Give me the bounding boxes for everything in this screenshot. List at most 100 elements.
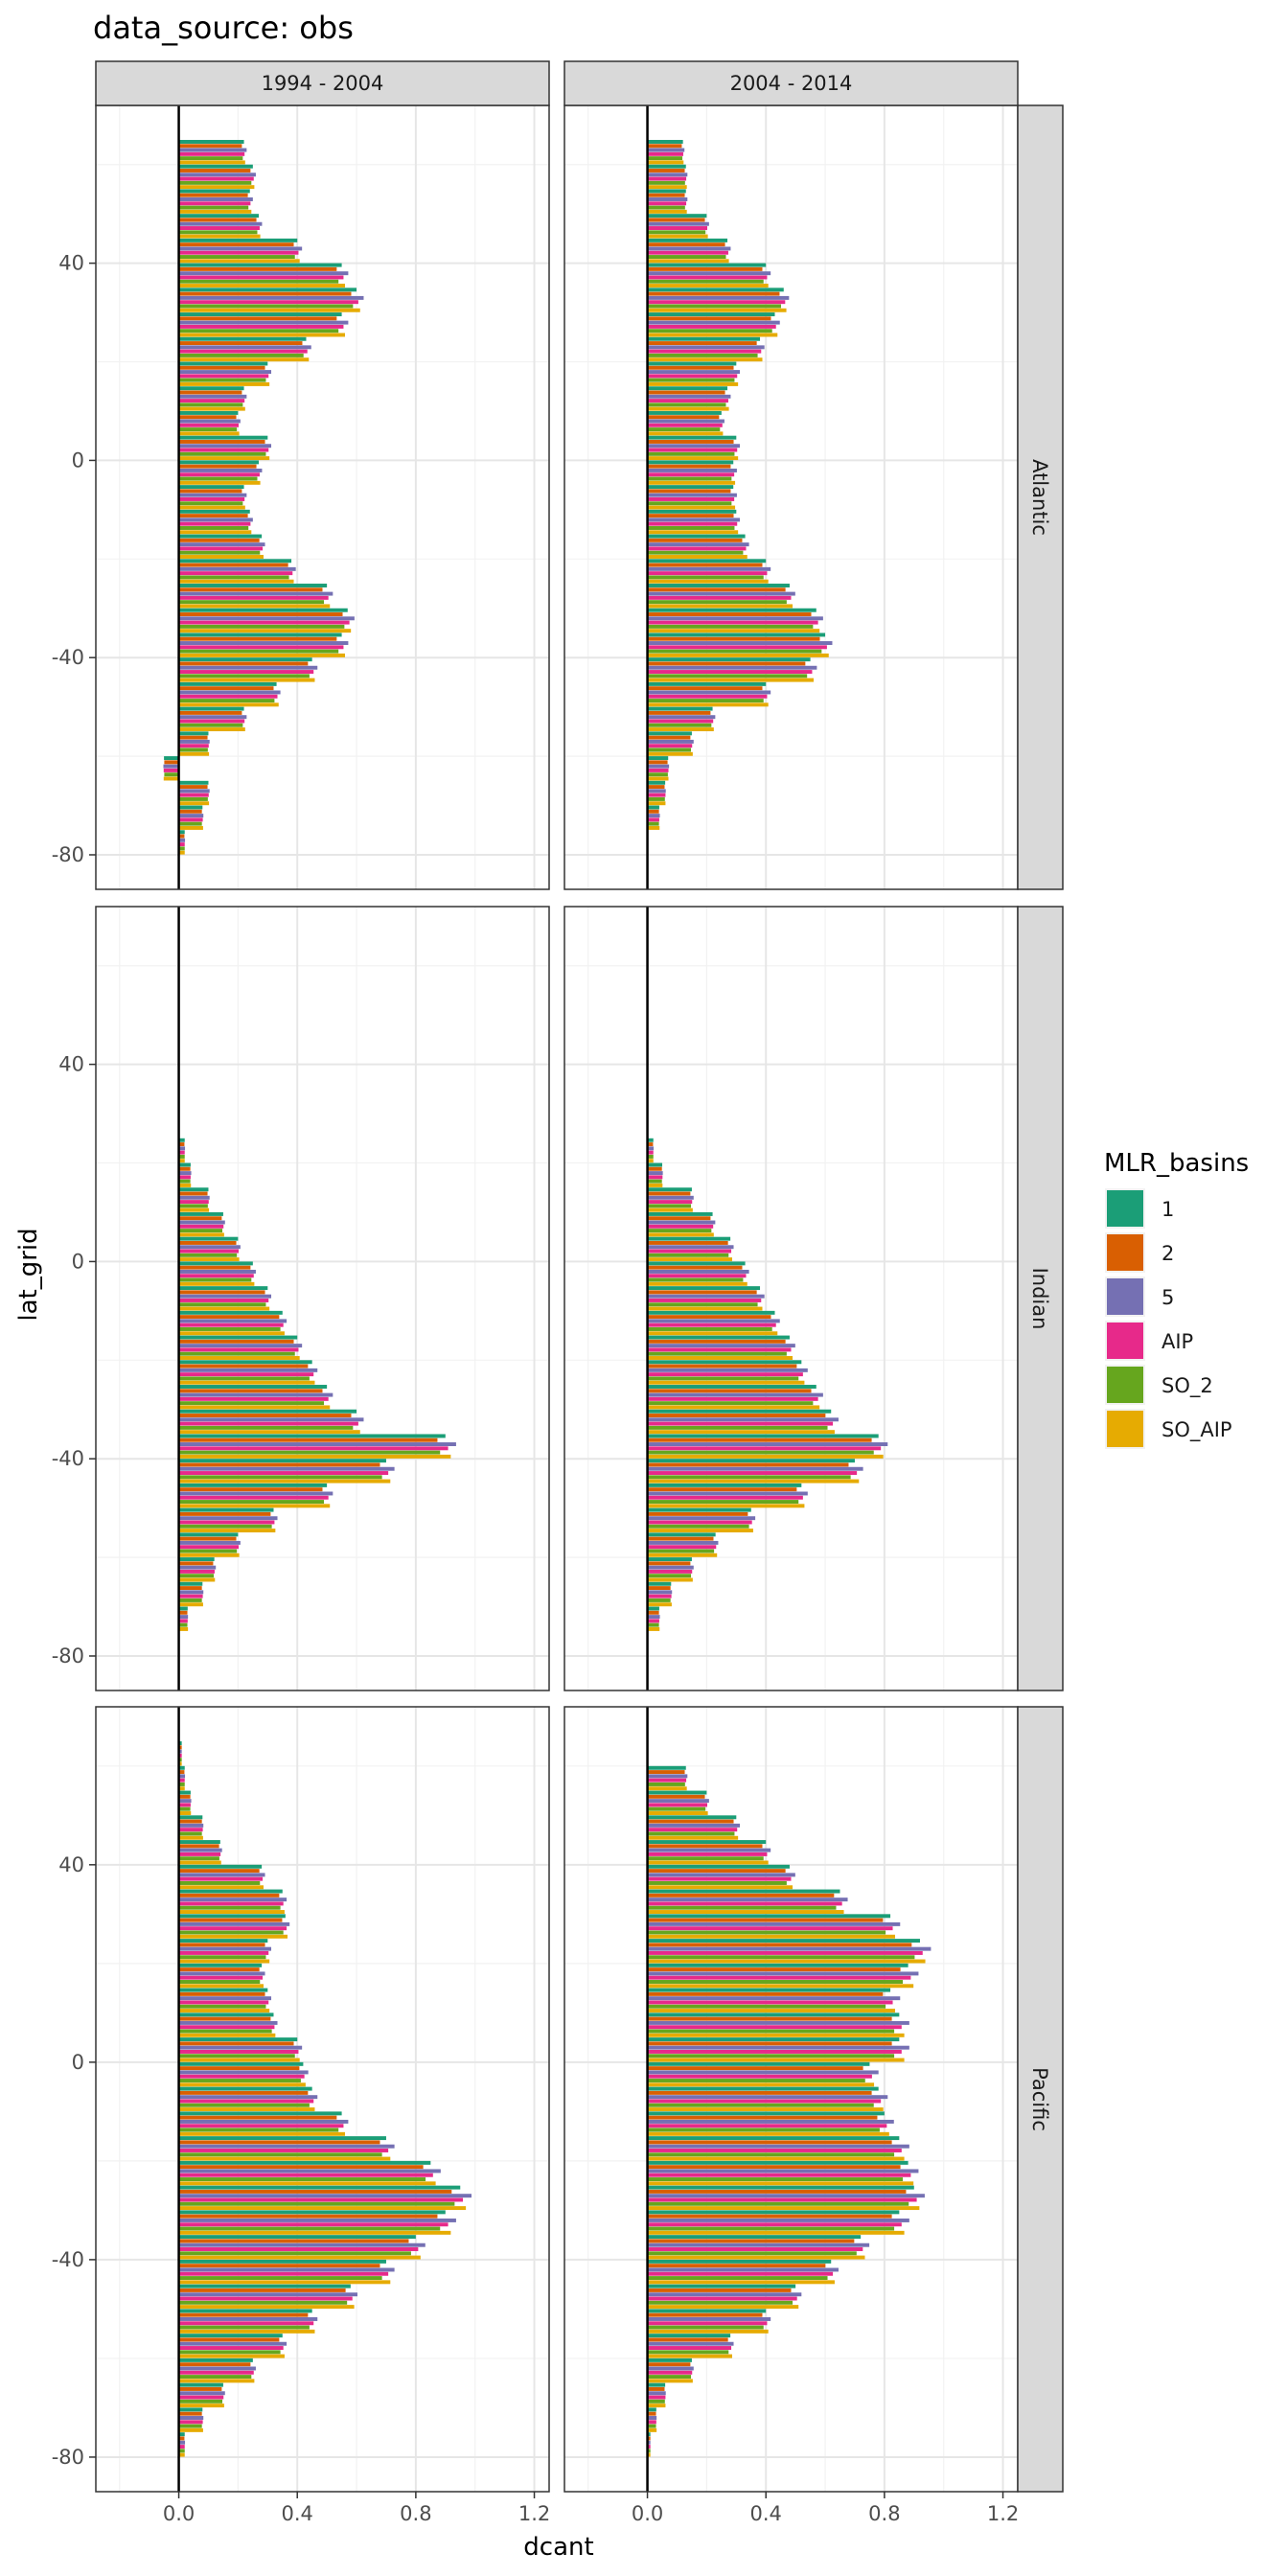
bar-5-lat2.5: [178, 1245, 241, 1250]
bar-SO_AIP-lat52.5: [178, 209, 252, 214]
bar-SO_2-lat42.5: [647, 1856, 764, 1861]
bar-2-lat-17.5: [178, 538, 260, 542]
bar-SO_AIP-lat2.5: [178, 456, 270, 461]
bar-1-lat-47.5: [647, 2284, 796, 2288]
bar-AIP-lat-62.5: [647, 2370, 693, 2375]
bar-AIP-lat-22.5: [647, 571, 768, 576]
bar-2-lat62.5: [647, 144, 682, 149]
bar-5-lat47.5: [647, 1823, 741, 1828]
bar-SO_AIP-lat-32.5: [647, 629, 820, 633]
bar-2-lat37.5: [647, 1869, 786, 1874]
bar-SO_AIP-lat-32.5: [647, 2230, 905, 2235]
bar-SO_AIP-lat17.5: [647, 1183, 663, 1187]
panel-indian-1: [95, 906, 550, 1691]
bar-SO_AIP-lat-2.5: [178, 1281, 255, 1286]
bar-AIP-lat-2.5: [178, 2074, 305, 2079]
bar-SO_2-lat-7.5: [647, 501, 732, 506]
bar-2-lat-42.5: [647, 661, 806, 666]
bar-1-lat37.5: [647, 1864, 790, 1869]
bar-SO_AIP-lat-27.5: [178, 604, 331, 609]
strip-label: Atlantic: [1028, 459, 1051, 536]
bar-SO_2-lat-32.5: [178, 1425, 354, 1430]
bar-AIP-lat12.5: [178, 1200, 209, 1205]
bar-1-lat47.5: [647, 1815, 737, 1820]
bar-SO_AIP-lat-32.5: [178, 629, 352, 633]
bar-5-lat27.5: [647, 1921, 901, 1926]
bar-5-lat-62.5: [647, 2366, 694, 2371]
bar-SO_2-lat37.5: [647, 279, 764, 284]
bar-1-lat12.5: [178, 1988, 268, 1992]
bar-1-lat2.5: [647, 435, 737, 440]
bar-SO_AIP-lat62.5: [647, 160, 684, 165]
bar-5-lat-37.5: [647, 641, 833, 645]
bar-1-lat57.5: [647, 164, 686, 169]
bar-5-lat-12.5: [178, 1319, 288, 1323]
bar-2-lat42.5: [178, 242, 294, 247]
bar-SO_2-lat62.5: [647, 156, 683, 161]
bar-SO_AIP-lat7.5: [178, 2033, 276, 2037]
bar-SO_AIP-lat7.5: [647, 1232, 714, 1237]
bar-5-lat-37.5: [178, 2242, 426, 2247]
legend-swatch: [1107, 1234, 1143, 1271]
bar-1-lat-57.5: [647, 2334, 731, 2338]
panel-background: [564, 105, 1018, 889]
bar-SO_2-lat-57.5: [178, 748, 208, 752]
panels-layer: [95, 104, 1019, 2493]
bar-SO_2-lat-17.5: [647, 550, 744, 555]
bar-1-lat-2.5: [647, 460, 734, 465]
bar-5-lat42.5: [178, 246, 303, 251]
bar-2-lat17.5: [178, 1166, 191, 1171]
bar-SO_2-lat-62.5: [164, 772, 179, 777]
bar-AIP-lat42.5: [178, 250, 299, 255]
bar-5-lat-72.5: [178, 1615, 189, 1620]
strip-label: 2004 - 2014: [730, 72, 853, 95]
bar-SO_2-lat22.5: [178, 353, 304, 357]
bar-AIP-lat-2.5: [647, 1274, 747, 1278]
bar-5-lat17.5: [178, 370, 272, 375]
bar-SO_2-lat47.5: [178, 1831, 202, 1836]
bar-AIP-lat-27.5: [178, 1396, 329, 1401]
bar-5-lat-57.5: [178, 739, 210, 744]
bar-1-lat-32.5: [647, 1409, 832, 1414]
bar-1-lat-32.5: [647, 2210, 900, 2215]
bar-2-lat-12.5: [647, 2115, 878, 2120]
bar-SO_AIP-lat47.5: [178, 234, 261, 239]
bar-SO_AIP-lat-37.5: [178, 1454, 451, 1459]
bar-AIP-lat2.5: [178, 1249, 240, 1254]
bar-2-lat-67.5: [647, 2386, 665, 2391]
bar-AIP-lat-52.5: [178, 719, 245, 724]
strip-label: Indian: [1028, 1268, 1051, 1330]
bar-SO_2-lat12.5: [178, 2004, 266, 2009]
bar-AIP-lat57.5: [647, 1778, 687, 1782]
bar-2-lat-72.5: [647, 809, 659, 814]
bar-SO_AIP-lat17.5: [178, 1183, 192, 1187]
bar-5-lat-32.5: [647, 1417, 839, 1422]
bar-1-lat-72.5: [178, 2407, 203, 2412]
bar-AIP-lat37.5: [647, 275, 768, 280]
bar-2-lat-57.5: [647, 735, 691, 740]
bar-SO_AIP-lat-57.5: [178, 751, 210, 756]
bar-AIP-lat-32.5: [647, 620, 818, 625]
bar-AIP-lat-12.5: [178, 2124, 344, 2128]
bar-5-lat-62.5: [647, 764, 670, 769]
bar-2-lat-77.5: [647, 2436, 651, 2441]
bar-2-lat47.5: [178, 1819, 202, 1824]
bar-2-lat-12.5: [647, 514, 734, 518]
bar-AIP-lat-67.5: [647, 1594, 672, 1598]
bar-2-lat42.5: [647, 1844, 763, 1849]
bar-SO_AIP-lat-7.5: [178, 505, 245, 510]
bar-SO_2-lat-42.5: [647, 2276, 828, 2281]
bar-SO_2-lat17.5: [647, 1179, 662, 1184]
bar-SO_2-lat-62.5: [647, 772, 668, 777]
bar-SO_2-lat2.5: [647, 451, 735, 456]
strip-indian: Indian: [1017, 906, 1064, 1691]
bar-2-lat-27.5: [178, 1389, 323, 1393]
bar-1-lat27.5: [647, 312, 775, 317]
bar-2-lat2.5: [178, 1240, 237, 1245]
bar-1-lat-42.5: [647, 2259, 832, 2264]
bar-SO_AIP-lat22.5: [647, 1159, 654, 1163]
bar-1-lat-47.5: [647, 1483, 802, 1487]
bar-AIP-lat-27.5: [647, 2197, 917, 2202]
bar-AIP-lat52.5: [178, 1803, 191, 1807]
x-tick-label: 0.4: [282, 2502, 313, 2525]
